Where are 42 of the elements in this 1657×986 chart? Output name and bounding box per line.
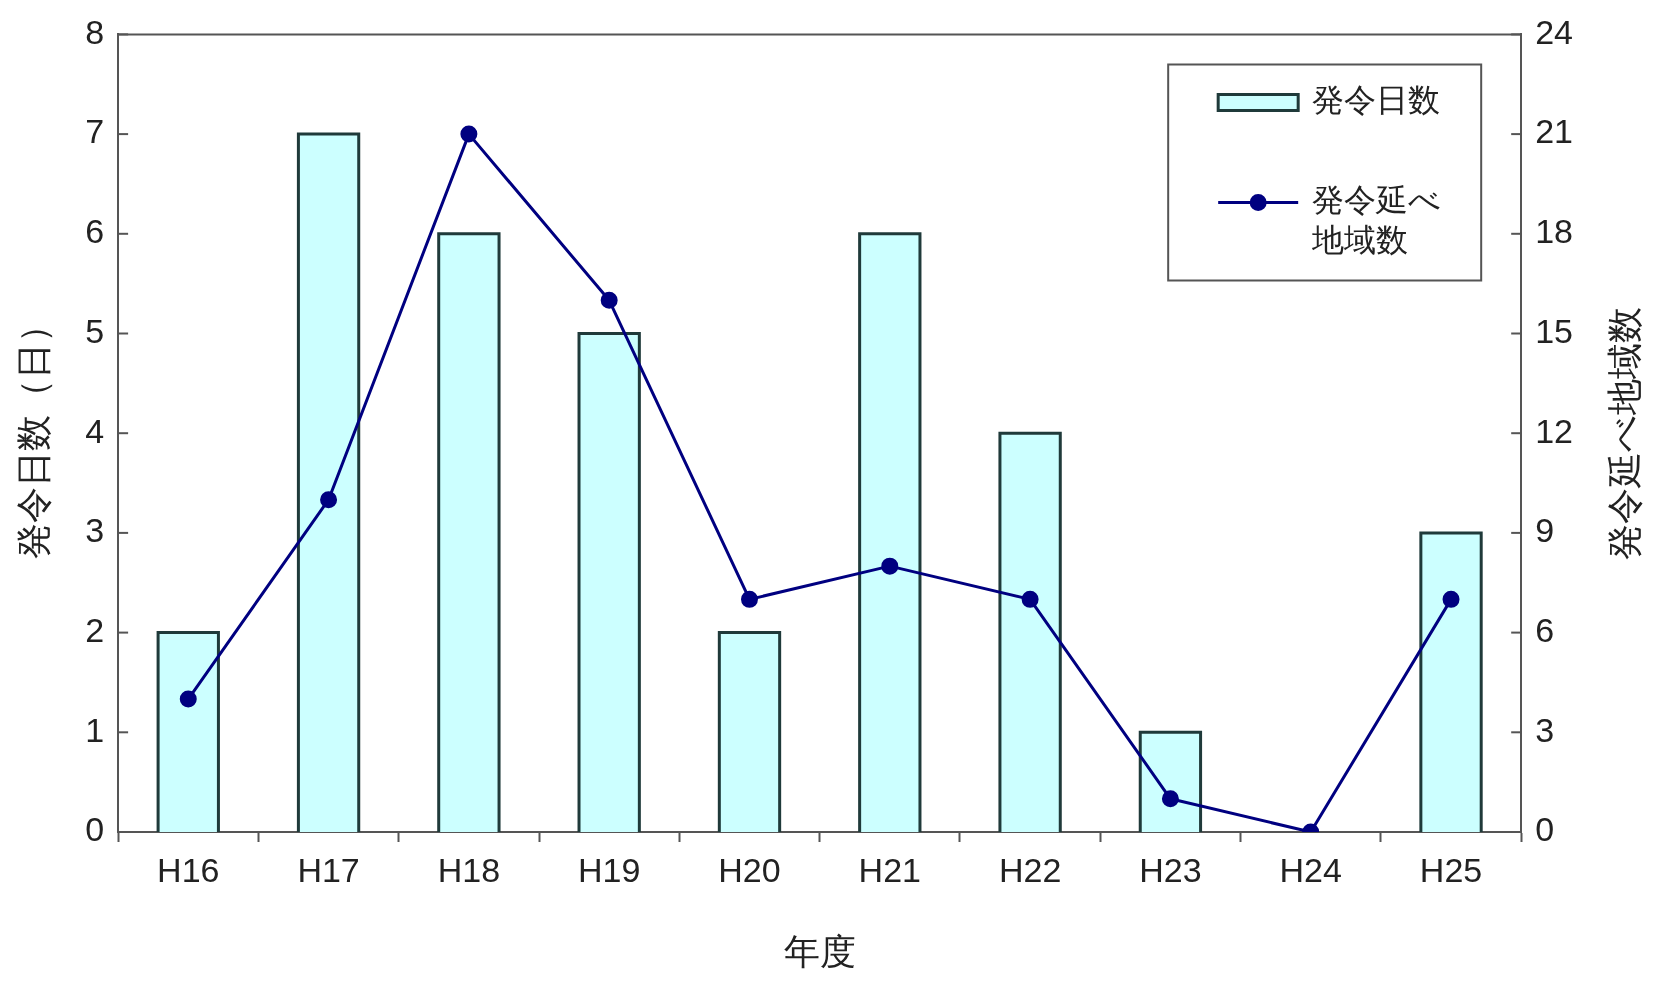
x-tick-label: H16: [157, 850, 220, 889]
legend-label: 発令日数: [1312, 82, 1441, 119]
point: [1161, 790, 1179, 808]
x-tick-label: H21: [858, 850, 921, 889]
legend-label: 発令延べ地域数: [1311, 182, 1442, 259]
y-tick-label: 1: [85, 710, 105, 749]
x-tick-label: H22: [998, 850, 1062, 889]
point: [460, 125, 478, 143]
y2-tick-label: 15: [1535, 311, 1574, 350]
y2-tick-label: 0: [1535, 810, 1555, 849]
point: [740, 590, 758, 608]
y2-tick-label: 3: [1535, 710, 1555, 749]
point: [179, 690, 197, 708]
x-tick-label: H18: [437, 850, 501, 889]
y2-tick-label: 21: [1535, 112, 1574, 151]
y-tick-label: 4: [85, 411, 105, 450]
point: [1442, 590, 1460, 608]
y-tick-label: 2: [85, 610, 105, 649]
y2-tick-label: 18: [1535, 212, 1574, 251]
y-tick-label: 5: [85, 311, 105, 350]
y2-tick-label: 24: [1535, 12, 1574, 51]
y-tick-label: 0: [85, 810, 105, 849]
point: [1021, 590, 1039, 608]
y-tick-label: 7: [85, 112, 105, 151]
x-tick-label: H20: [718, 850, 781, 889]
x-axis-title: 年度: [783, 931, 856, 973]
y2-tick-label: 9: [1535, 511, 1555, 550]
point: [600, 291, 618, 309]
x-tick-label: H24: [1279, 850, 1342, 889]
point: [320, 491, 338, 509]
x-tick-label: H25: [1419, 850, 1483, 889]
x-tick-label: H23: [1139, 850, 1202, 889]
y2-tick-label: 12: [1535, 411, 1574, 450]
y-axis-title: 発令日数（日）: [12, 307, 54, 560]
y-tick-label: 3: [85, 511, 105, 550]
y-tick-label: 6: [85, 212, 105, 251]
y2-axis-title: 発令延べ地域数: [1603, 306, 1645, 560]
x-tick-label: H17: [297, 850, 360, 889]
point: [881, 557, 899, 575]
x-tick-label: H19: [578, 850, 641, 889]
y2-tick-label: 6: [1535, 610, 1555, 649]
y-tick-label: 8: [85, 12, 105, 51]
